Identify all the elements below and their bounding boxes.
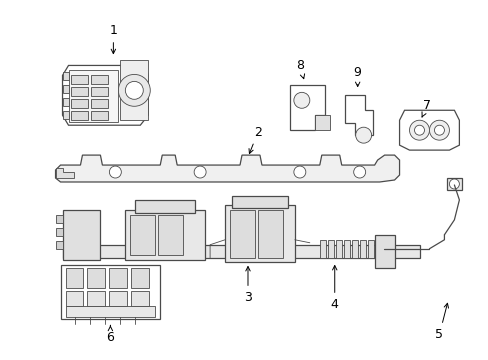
Circle shape <box>125 81 143 99</box>
Bar <box>71 99 88 108</box>
Polygon shape <box>56 215 62 223</box>
Polygon shape <box>289 85 324 130</box>
Polygon shape <box>61 265 160 319</box>
Bar <box>71 75 88 84</box>
Bar <box>71 111 88 120</box>
Bar <box>65 291 83 306</box>
Text: 7: 7 <box>421 99 430 117</box>
Polygon shape <box>56 228 62 236</box>
Text: 9: 9 <box>353 66 361 86</box>
Polygon shape <box>374 235 394 268</box>
Circle shape <box>353 166 365 178</box>
Polygon shape <box>65 306 155 318</box>
Bar <box>87 291 105 306</box>
Text: 5: 5 <box>434 303 447 341</box>
Circle shape <box>433 125 444 135</box>
Text: 1: 1 <box>109 24 117 54</box>
Circle shape <box>355 127 371 143</box>
Bar <box>91 87 108 96</box>
Polygon shape <box>130 215 155 255</box>
Polygon shape <box>399 110 458 150</box>
Circle shape <box>448 179 458 189</box>
Polygon shape <box>224 205 294 262</box>
Polygon shape <box>62 111 68 119</box>
Circle shape <box>408 120 428 140</box>
Polygon shape <box>447 178 462 190</box>
Bar <box>65 268 83 288</box>
Polygon shape <box>62 66 148 125</box>
Polygon shape <box>359 240 365 258</box>
Text: 3: 3 <box>244 266 251 304</box>
Polygon shape <box>367 240 373 258</box>
Polygon shape <box>62 245 419 258</box>
Text: 8: 8 <box>295 59 304 79</box>
Polygon shape <box>343 240 349 258</box>
Bar <box>91 111 108 120</box>
Bar <box>109 291 127 306</box>
Polygon shape <box>258 210 283 258</box>
Text: 4: 4 <box>330 266 338 311</box>
Polygon shape <box>344 95 372 135</box>
Polygon shape <box>62 72 68 80</box>
Polygon shape <box>62 210 100 260</box>
Bar <box>131 291 149 306</box>
Bar <box>109 268 127 288</box>
Bar <box>91 99 108 108</box>
Circle shape <box>109 166 121 178</box>
Polygon shape <box>120 60 148 120</box>
Polygon shape <box>351 240 357 258</box>
Circle shape <box>194 166 205 178</box>
Bar <box>71 87 88 96</box>
Polygon shape <box>56 155 399 182</box>
Polygon shape <box>229 210 254 258</box>
Polygon shape <box>327 240 333 258</box>
Polygon shape <box>335 240 341 258</box>
Polygon shape <box>375 240 381 258</box>
Polygon shape <box>314 115 329 130</box>
Polygon shape <box>62 98 68 106</box>
Polygon shape <box>158 215 183 255</box>
Circle shape <box>428 120 448 140</box>
Polygon shape <box>135 200 195 213</box>
Circle shape <box>293 166 305 178</box>
Bar <box>87 268 105 288</box>
Circle shape <box>414 125 424 135</box>
Bar <box>91 75 108 84</box>
Circle shape <box>118 75 150 106</box>
Polygon shape <box>125 210 204 260</box>
Polygon shape <box>68 71 118 122</box>
Bar <box>131 268 149 288</box>
Polygon shape <box>319 240 325 258</box>
Text: 6: 6 <box>106 325 114 344</box>
Polygon shape <box>56 168 74 178</box>
Circle shape <box>293 92 309 108</box>
Polygon shape <box>56 241 62 249</box>
Polygon shape <box>62 85 68 93</box>
Polygon shape <box>232 196 287 208</box>
Text: 2: 2 <box>248 126 262 153</box>
